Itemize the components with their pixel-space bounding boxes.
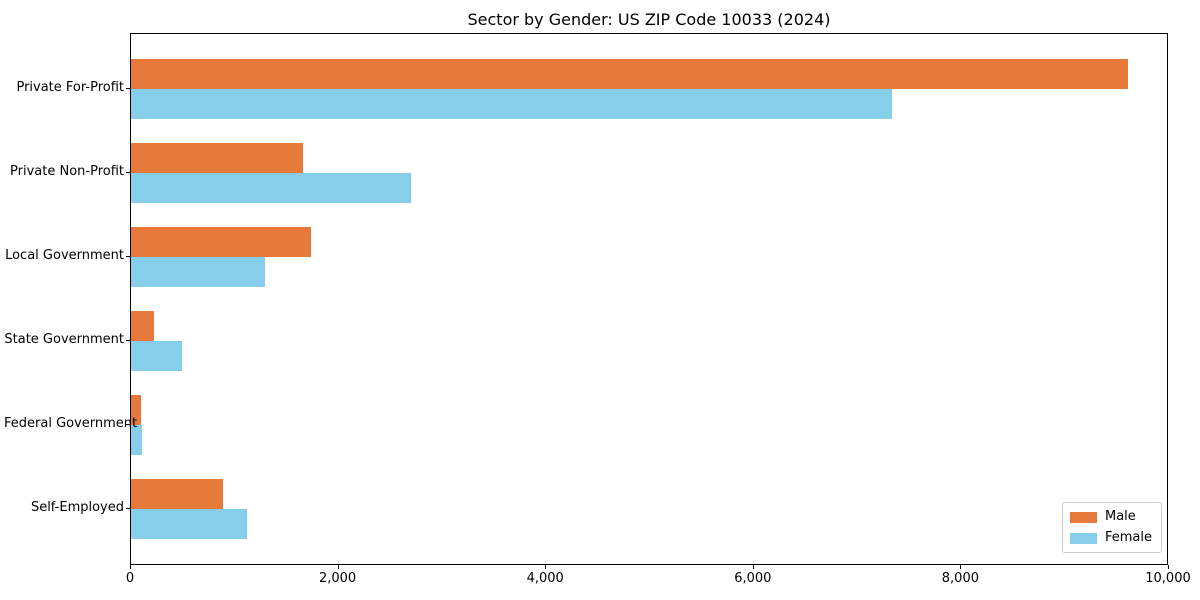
- x-axis-tick-label-5: 10,000: [1145, 571, 1191, 586]
- bar-male-3: [131, 311, 154, 341]
- y-tick-mark: [126, 88, 130, 89]
- x-axis-tick-label-0: 0: [125, 571, 135, 586]
- y-tick-mark: [126, 508, 130, 509]
- x-tick-mark: [1168, 565, 1169, 569]
- x-axis-tick-label-4: 8,000: [941, 571, 979, 586]
- chart-title: Sector by Gender: US ZIP Code 10033 (202…: [467, 10, 831, 29]
- bar-female-1: [131, 173, 412, 203]
- legend-label-male: Male: [1104, 509, 1136, 524]
- bar-male-4: [131, 395, 141, 425]
- legend-item-male: Male: [1069, 508, 1152, 526]
- legend-swatch-female: [1069, 532, 1097, 544]
- y-tick-mark: [126, 340, 130, 341]
- bar-female-0: [131, 89, 892, 119]
- bar-male-0: [131, 59, 1128, 89]
- x-axis-tick-label-2: 4,000: [526, 571, 564, 586]
- x-tick-mark: [545, 565, 547, 569]
- x-axis-tick-label-3: 6,000: [734, 571, 772, 586]
- y-axis-label-0: Private For-Profit: [16, 80, 124, 95]
- x-tick-mark: [337, 565, 339, 569]
- x-tick-mark: [130, 565, 131, 569]
- y-axis-label-3: State Government: [4, 332, 124, 347]
- legend-label-female: Female: [1104, 530, 1152, 545]
- y-tick-mark: [126, 172, 130, 173]
- bar-male-5: [131, 479, 224, 509]
- legend-item-female: Female: [1069, 529, 1152, 547]
- legend: Male Female: [1061, 502, 1162, 553]
- y-tick-mark: [126, 256, 130, 257]
- bar-female-4: [131, 425, 143, 455]
- bar-female-5: [131, 509, 248, 539]
- x-tick-mark: [960, 565, 962, 569]
- y-axis-label-4: Federal Government: [4, 416, 138, 431]
- bar-female-2: [131, 257, 265, 287]
- bar-female-3: [131, 341, 182, 371]
- y-axis-label-5: Self-Employed: [30, 500, 124, 515]
- bar-male-2: [131, 227, 311, 257]
- y-tick-mark: [126, 424, 130, 425]
- bar-male-1: [131, 143, 304, 173]
- plot-area: Male Female: [130, 33, 1168, 565]
- x-axis-tick-label-1: 2,000: [318, 571, 357, 586]
- legend-swatch-male: [1069, 511, 1097, 523]
- x-tick-mark: [752, 565, 754, 569]
- y-axis-label-1: Private Non-Profit: [10, 164, 124, 179]
- y-axis-label-2: Local Government: [5, 248, 124, 263]
